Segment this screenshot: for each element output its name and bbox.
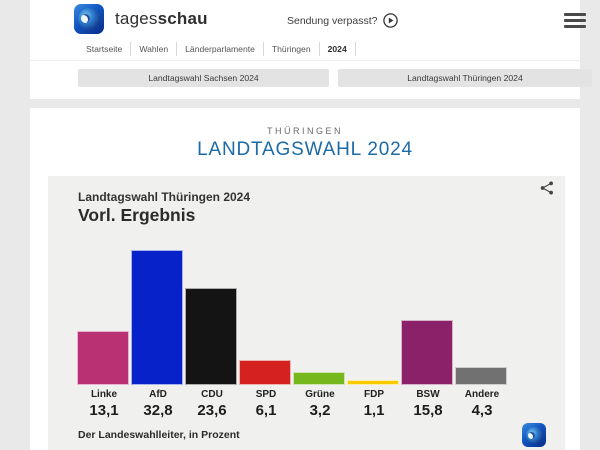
divider (30, 60, 580, 61)
tagesschau-watermark-logo (522, 423, 546, 447)
menu-bar (564, 19, 586, 22)
label-col-spd: SPD 6,1 (239, 389, 293, 419)
kicker: THÜRINGEN (267, 126, 343, 136)
bar-cdu (185, 288, 237, 385)
chart-source: Der Landeswahlleiter, in Prozent (78, 429, 240, 441)
party-name: Linke (90, 389, 118, 400)
party-value: 1,1 (363, 402, 385, 419)
party-value: 15,8 (413, 402, 443, 419)
party-name: BSW (416, 389, 440, 400)
globe-icon (525, 426, 543, 444)
main-content: THÜRINGEN LANDTAGSWAHL 2024 Landtagswahl… (30, 108, 580, 450)
page-title: LANDTAGSWAHL 2024 (197, 139, 413, 160)
menu-icon[interactable] (564, 13, 586, 28)
party-value: 4,3 (471, 402, 493, 419)
landtagswahl-thueringen-button[interactable]: Landtagswahl Thüringen 2024 (338, 69, 592, 87)
breadcrumb: Startseite Wahlen Länderparlamente Thüringe… (78, 42, 356, 56)
party-name: SPD (255, 389, 277, 400)
results-chart: Landtagswahl Thüringen 2024 Vorl. Ergebn… (48, 176, 565, 450)
header: tagesschau Sendung verpasst? Startseite W… (30, 0, 592, 99)
party-value: 32,8 (143, 402, 173, 419)
bar-labels: Linke 13,1 AfD 32,8 CDU 23,6 SPD 6,1 Grüne 3,2 FDP… (77, 389, 509, 419)
label-col-afd: AfD 32,8 (131, 389, 185, 419)
party-name: FDP (364, 389, 384, 400)
party-name: Andere (464, 389, 500, 400)
sendung-verpasst-link[interactable]: Sendung verpasst? (287, 13, 399, 28)
bar-bsw (401, 320, 453, 385)
party-value: 6,1 (255, 402, 277, 419)
brand-wordmark[interactable]: tagesschau (115, 9, 208, 29)
landtagswahl-sachsen-button[interactable]: Landtagswahl Sachsen 2024 (78, 69, 329, 87)
bar-fdp (347, 380, 399, 385)
brand-bold: schau (157, 9, 208, 28)
label-col-bsw: BSW 15,8 (401, 389, 455, 419)
party-value: 3,2 (309, 402, 331, 419)
bar-grüne (293, 372, 345, 385)
party-value: 13,1 (89, 402, 119, 419)
label-col-andere: Andere 4,3 (455, 389, 509, 419)
bar-afd (131, 250, 183, 385)
party-name: CDU (201, 389, 223, 400)
label-col-fdp: FDP 1,1 (347, 389, 401, 419)
bar-chart (77, 248, 509, 385)
party-name: Grüne (305, 389, 335, 400)
bar-andere (455, 367, 507, 385)
globe-icon (78, 8, 100, 30)
menu-bar (564, 25, 586, 28)
breadcrumb-item-4[interactable]: 2024 (320, 42, 356, 56)
chart-subtitle: Landtagswahl Thüringen 2024 (78, 190, 251, 204)
menu-bar (564, 13, 586, 16)
breadcrumb-item-2[interactable]: Länderparlamente (177, 42, 264, 56)
sendung-verpasst-label: Sendung verpasst? (287, 14, 378, 27)
bar-spd (239, 360, 291, 385)
breadcrumb-item-3[interactable]: Thüringen (264, 42, 320, 56)
brand-regular: tages (115, 9, 158, 28)
bar-linke (77, 331, 129, 385)
label-col-grüne: Grüne 3,2 (293, 389, 347, 419)
tagesschau-logo[interactable] (74, 4, 104, 34)
breadcrumb-item-1[interactable]: Wahlen (131, 42, 178, 56)
label-col-linke: Linke 13,1 (77, 389, 131, 419)
breadcrumb-item-0[interactable]: Startseite (78, 42, 132, 56)
play-circle-icon (383, 13, 399, 28)
party-name: AfD (149, 389, 167, 400)
party-value: 23,6 (197, 402, 227, 419)
label-col-cdu: CDU 23,6 (185, 389, 239, 419)
chart-title: Vorl. Ergebnis (78, 205, 196, 225)
share-icon[interactable] (539, 180, 555, 196)
